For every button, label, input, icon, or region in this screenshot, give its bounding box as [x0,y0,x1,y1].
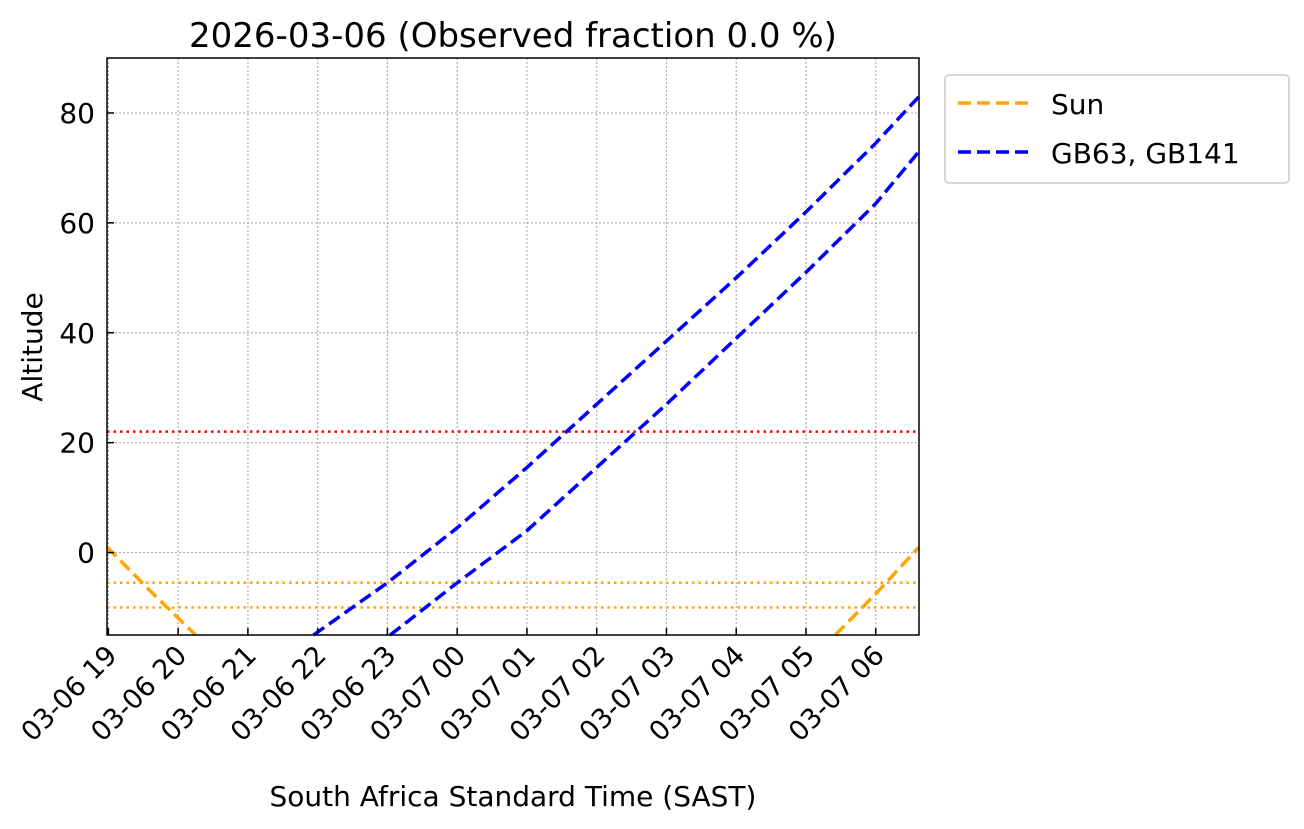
plot-frame [106,57,920,636]
y-tick-label: 0 [77,537,95,570]
series-line-gb63 [312,95,921,637]
x-axis-label: South Africa Standard Time (SAST) [270,780,757,813]
y-tick-label: 20 [59,427,95,460]
legend: Sun GB63, GB141 [944,74,1290,184]
series-line-sun [105,545,197,637]
y-axis-label: Altitude [16,292,49,401]
y-tick-label: 60 [59,207,95,240]
y-tick-label: 80 [59,97,95,130]
y-tick-label: 40 [59,317,95,350]
legend-sun-label: Sun [1051,88,1104,121]
grid [107,58,919,635]
legend-targets-label: GB63, GB141 [1051,137,1240,170]
series-line-sun [834,545,921,637]
threshold-lines [107,430,919,609]
series-line-gb141 [389,150,921,637]
legend-box [944,74,1290,184]
series-lines [105,95,921,637]
chart-title: 2026-03-06 (Observed fraction 0.0 %) [189,16,837,56]
